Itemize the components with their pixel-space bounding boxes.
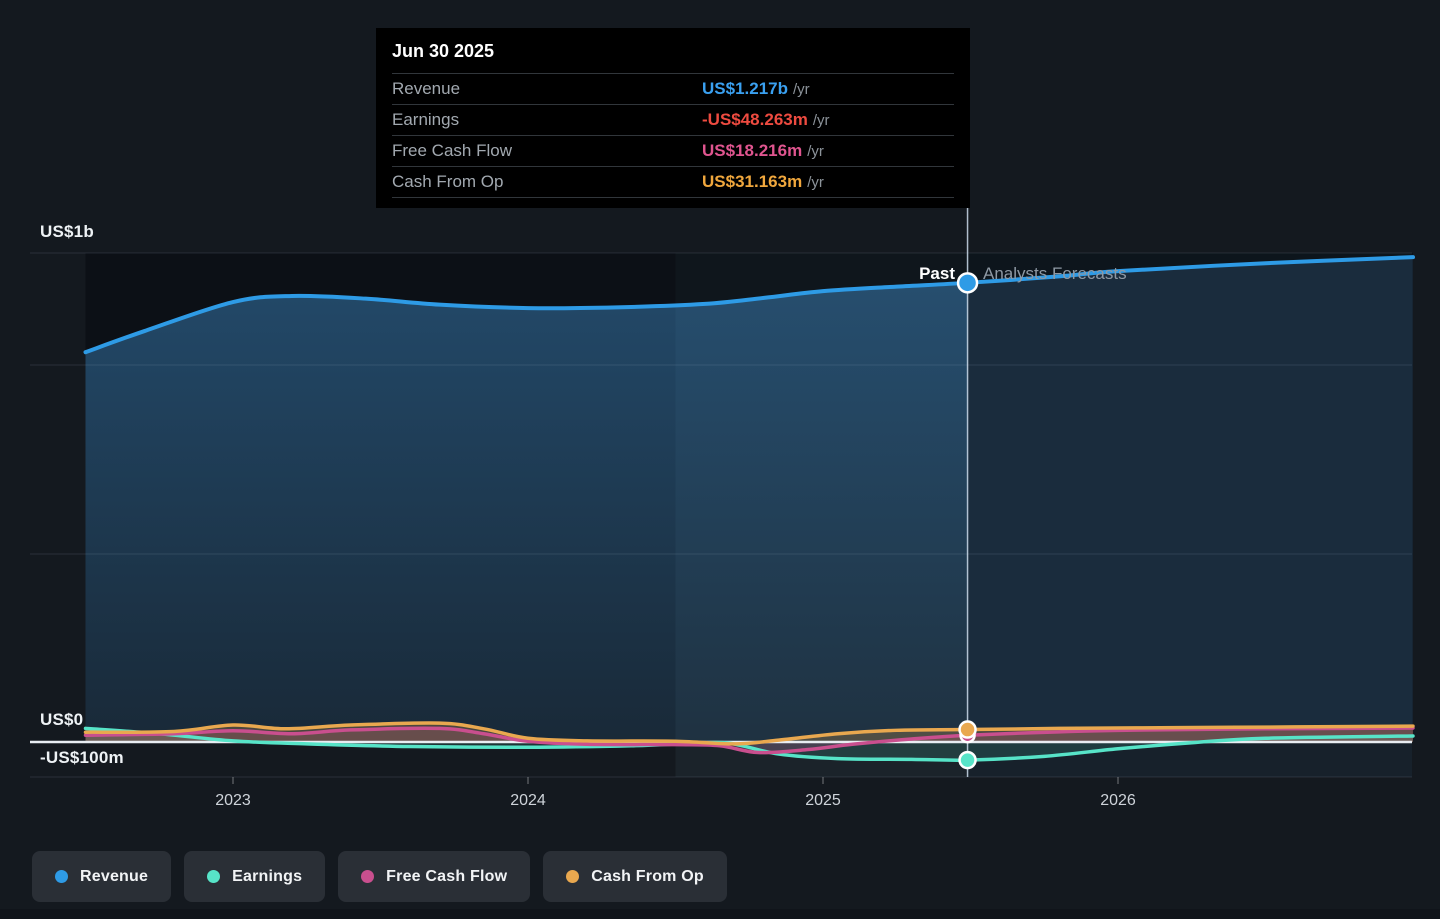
tooltip-row-value: US$31.163m (702, 172, 803, 191)
series-area-fcf (85, 728, 1413, 753)
legend-item-earnings[interactable]: Earnings (184, 851, 326, 902)
tooltip-row-label: Earnings (392, 110, 460, 129)
tooltip-row-label: Revenue (392, 79, 461, 98)
tooltip-row-3: Cash From Op US$31.163m/yr (392, 166, 954, 198)
legend-dot (207, 870, 221, 883)
series-line-cashop (83, 721, 1415, 746)
legend-dot (361, 870, 375, 883)
legend-item-revenue[interactable]: Revenue (32, 851, 172, 902)
tooltip-row-label: Free Cash Flow (392, 141, 512, 160)
legend-item-fcf[interactable]: Free Cash Flow (338, 851, 531, 902)
tooltip-row-label: Cash From Op (392, 172, 504, 191)
y-axis-label-2: -US$100m (40, 748, 124, 767)
y-axis-label-1: US$0 (40, 710, 84, 729)
legend-item-cashop[interactable]: Cash From Op (543, 851, 727, 902)
legend-label: Earnings (232, 867, 303, 885)
series-line-fcf (83, 726, 1415, 755)
series-line-revenue (83, 255, 1415, 355)
legend-dot (566, 870, 580, 883)
legend-label: Revenue (80, 867, 149, 885)
tooltip-row-unit: /yr (812, 111, 830, 129)
tooltip-row-unit: /yr (793, 80, 810, 98)
series-area-revenue-past (85, 282, 968, 742)
legend: Revenue Earnings Free Cash Flow Cash From O… (32, 851, 727, 902)
x-axis-label-2024: 2024 (510, 792, 546, 809)
forecast-band (967, 253, 1412, 777)
legend-label: Cash From Op (591, 867, 704, 885)
tooltip: Jun 30 2025 Revenue US$1.217b/yr Earnings -… (376, 28, 970, 208)
series-line-earnings (83, 726, 1415, 762)
tooltip-row-2: Free Cash Flow US$18.216m/yr (392, 135, 954, 166)
tooltip-row-value: US$1.217b (702, 79, 788, 98)
marker-revenue (956, 272, 979, 294)
above-revenue-shade (85, 253, 1413, 353)
legend-dot (55, 870, 68, 883)
tooltip-row-1: Earnings -US$48.263m/yr (392, 104, 954, 135)
x-axis-label-2026: 2026 (1100, 792, 1136, 809)
y-axis-label-0: US$1b (40, 222, 94, 241)
x-axis-label-2025: 2025 (805, 792, 841, 809)
tooltip-row-value: US$18.216m (702, 141, 803, 160)
tooltip-row-unit: /yr (807, 173, 824, 191)
analysts-forecasts-label: Analysts Forecasts (983, 264, 1127, 283)
tooltip-row-0: Revenue US$1.217b/yr (392, 73, 954, 104)
marker-cashop (958, 720, 977, 739)
past-label: Past (919, 264, 955, 283)
marker-earnings (958, 750, 977, 770)
x-axis-label-2023: 2023 (215, 792, 251, 809)
tooltip-row-unit: /yr (807, 142, 824, 160)
tooltip-date: Jun 30 2025 (392, 41, 495, 61)
tooltip-row-value: -US$48.263m (702, 110, 808, 129)
legend-label: Free Cash Flow (386, 867, 508, 885)
series-area-revenue-forecast (967, 257, 1413, 742)
bottom-strip (0, 909, 1440, 919)
